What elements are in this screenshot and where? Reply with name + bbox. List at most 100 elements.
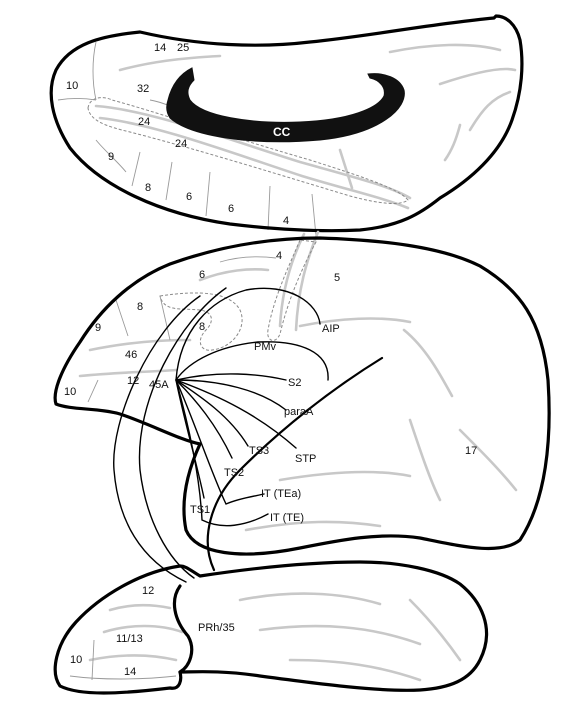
orbital-inner-fold bbox=[172, 584, 194, 674]
medial-area-boundary-6 bbox=[205, 171, 211, 217]
orbital-sulcus-5 bbox=[108, 603, 172, 612]
conn-thick-arc bbox=[206, 356, 384, 572]
conn-45A-TS3 bbox=[175, 379, 249, 447]
medial-sulcus-5 bbox=[94, 104, 412, 200]
lateral-label-8-lower: 8 bbox=[199, 321, 205, 333]
lateral-central-sulcus bbox=[294, 230, 320, 332]
medial-label-10: 10 bbox=[66, 80, 78, 92]
medial-sulcus-3 bbox=[468, 90, 512, 132]
medial-area-boundary-4 bbox=[131, 151, 141, 187]
lateral-label-12: 12 bbox=[127, 375, 139, 387]
medial-view: CC 14 25 10 32 24 24 9 8 6 6 4 bbox=[49, 14, 524, 237]
lateral-area-boundary-3 bbox=[87, 379, 99, 403]
lateral-label-S2: S2 bbox=[288, 377, 301, 389]
orbital-outline bbox=[53, 560, 489, 695]
orbital-sulcus-2 bbox=[258, 624, 422, 646]
lateral-view: 4 6 5 8 8 9 46 12 10 45A PMv AIP S2 para… bbox=[53, 230, 551, 583]
lateral-dashed-region-2 bbox=[267, 239, 317, 341]
medial-label-24-upper: 24 bbox=[138, 116, 150, 128]
lateral-sulcus-8 bbox=[88, 338, 192, 352]
orbital-sulcus-4 bbox=[408, 598, 462, 662]
lateral-label-TS2: TS2 bbox=[224, 467, 244, 479]
orbital-label-11-13: 11/13 bbox=[116, 633, 143, 645]
medial-sulcus-1 bbox=[388, 43, 502, 54]
lateral-label-8-upper: 8 bbox=[137, 301, 143, 313]
conn-loop-inner bbox=[138, 287, 227, 579]
medial-dashed-region bbox=[87, 97, 409, 204]
lateral-label-PMv: PMv bbox=[254, 341, 277, 353]
medial-label-14: 14 bbox=[154, 42, 166, 54]
lateral-label-45A: 45A bbox=[149, 379, 169, 391]
medial-label-9: 9 bbox=[108, 151, 114, 163]
conn-45A-ITTE bbox=[175, 379, 269, 527]
orbital-area-boundary-2 bbox=[69, 675, 177, 680]
lateral-sulcus-6 bbox=[278, 470, 412, 482]
orbital-sulcus-6 bbox=[88, 654, 178, 662]
conn-45A-AIP bbox=[175, 287, 321, 381]
lateral-label-46: 46 bbox=[125, 349, 137, 361]
conn-45A-S2 bbox=[175, 373, 287, 381]
medial-label-32: 32 bbox=[137, 83, 149, 95]
medial-area-boundary-5 bbox=[165, 161, 173, 201]
lateral-area-boundary-4 bbox=[219, 256, 277, 263]
medial-sulcus-4 bbox=[443, 123, 462, 162]
orbital-area-boundary-1 bbox=[91, 639, 95, 681]
medial-sulcus-6 bbox=[98, 116, 410, 210]
lateral-label-TS3: TS3 bbox=[249, 445, 269, 457]
lateral-area-boundary-2 bbox=[159, 295, 171, 341]
conn-45A-ITTEa bbox=[175, 379, 265, 505]
orbital-view: 12 PRh/35 11/13 10 14 bbox=[53, 560, 489, 695]
corpus-callosum bbox=[166, 67, 405, 143]
lateral-label-TS1: TS1 bbox=[190, 504, 210, 516]
lateral-label-STP: STP bbox=[295, 453, 316, 465]
cc-label: CC bbox=[273, 125, 291, 139]
lateral-sulcus-7 bbox=[244, 520, 382, 532]
lateral-label-6: 6 bbox=[199, 269, 205, 281]
lateral-label-paraA: paraA bbox=[284, 406, 314, 418]
medial-label-6-left: 6 bbox=[186, 191, 192, 203]
conn-loop-outer bbox=[113, 295, 201, 583]
lateral-sulcus-9 bbox=[78, 368, 178, 378]
medial-area-boundary-1 bbox=[92, 41, 97, 101]
lateral-sulcus-2 bbox=[278, 232, 306, 328]
lateral-dashed-region-1 bbox=[159, 292, 243, 351]
conn-45A-TS2 bbox=[175, 379, 233, 459]
medial-area-boundary-7 bbox=[267, 185, 271, 231]
orbital-label-14: 14 bbox=[124, 666, 136, 678]
conn-45A-STP bbox=[175, 379, 297, 449]
lateral-label-9: 9 bbox=[95, 322, 101, 334]
orbital-label-12: 12 bbox=[142, 585, 154, 597]
lateral-label-10: 10 bbox=[64, 386, 76, 398]
medial-label-8: 8 bbox=[145, 182, 151, 194]
medial-area-boundary-2 bbox=[57, 98, 97, 101]
medial-label-4: 4 bbox=[283, 215, 289, 227]
lateral-sulcus-5 bbox=[408, 418, 442, 502]
medial-sulcus-7 bbox=[118, 54, 222, 72]
lateral-label-IT-TEa: IT (TEa) bbox=[261, 488, 301, 500]
medial-sulcus-8 bbox=[338, 148, 354, 190]
lateral-sulcus-3 bbox=[298, 317, 412, 328]
medial-outline bbox=[49, 14, 524, 233]
conn-45A-PMv bbox=[175, 341, 329, 381]
lateral-label-4: 4 bbox=[276, 250, 282, 262]
lateral-sulcus-4 bbox=[402, 328, 454, 398]
lateral-area-boundary-1 bbox=[115, 299, 129, 337]
orbital-sulcus-1 bbox=[238, 592, 382, 606]
medial-sulcus-2 bbox=[438, 67, 517, 86]
conn-45A-paraA bbox=[175, 379, 287, 411]
orbital-sulcus-7 bbox=[102, 624, 184, 634]
lateral-outline bbox=[53, 236, 551, 556]
lateral-label-AIP: AIP bbox=[322, 323, 340, 335]
lateral-sulcus-11 bbox=[458, 428, 518, 492]
orbital-sulcus-3 bbox=[288, 658, 422, 682]
medial-label-25: 25 bbox=[177, 42, 189, 54]
medial-area-boundary-3 bbox=[95, 139, 127, 173]
orbital-label-PRh35: PRh/35 bbox=[198, 622, 235, 634]
orbital-label-10: 10 bbox=[70, 654, 82, 666]
lateral-label-IT-TE: IT (TE) bbox=[270, 512, 304, 524]
lateral-sulcus-10 bbox=[198, 268, 270, 282]
lateral-label-17: 17 bbox=[465, 445, 477, 457]
medial-label-6-right: 6 bbox=[228, 203, 234, 215]
medial-label-24-lower: 24 bbox=[175, 138, 187, 150]
